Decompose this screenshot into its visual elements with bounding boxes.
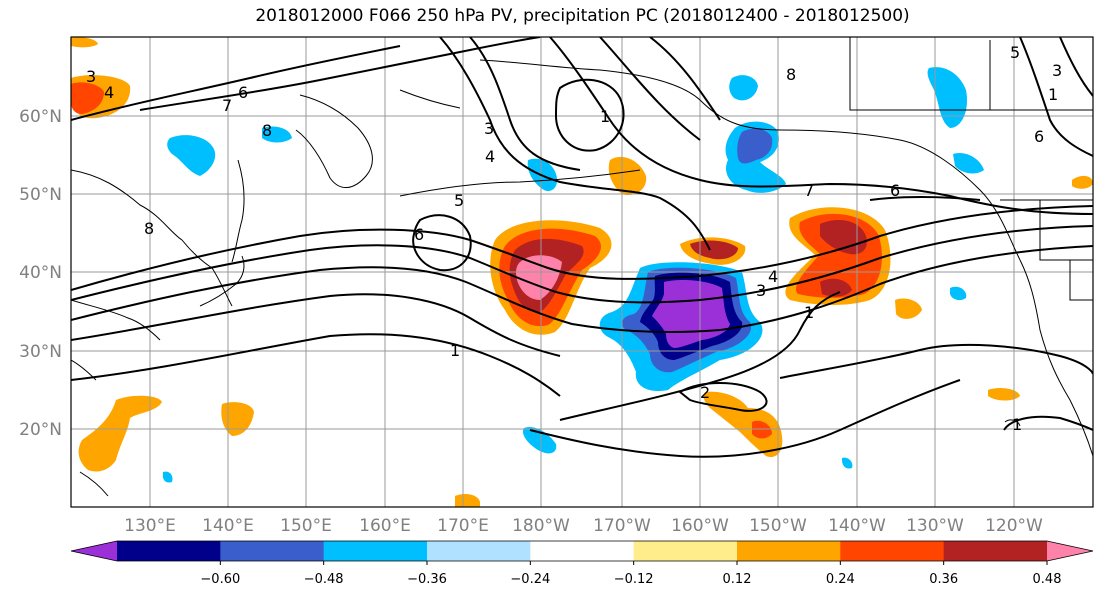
contour-label: 1: [1048, 85, 1058, 104]
colorbar-segments: [117, 541, 1048, 561]
contour-label: 3: [756, 281, 766, 300]
colorbar-segment: [943, 541, 1048, 561]
lon-label: 120°W: [985, 516, 1043, 536]
latitude-labels: 60°N 50°N 40°N 30°N 20°N: [19, 107, 62, 440]
contour-label: 6: [1034, 127, 1044, 146]
contour-label: 5: [454, 191, 464, 210]
colorbar-segment: [220, 541, 325, 561]
lon-label: 150°E: [280, 516, 332, 536]
colorbar-tick-label: 0.48: [1033, 572, 1062, 587]
lon-label: 170°E: [437, 516, 489, 536]
lat-label: 30°N: [19, 342, 62, 362]
colorbar-ticks: −0.60 −0.48 −0.36 −0.24 −0.12 0.12 0.24 0.36 0.4…: [200, 561, 1062, 587]
contour-label: 1: [600, 107, 610, 126]
lon-label: 140°W: [828, 516, 886, 536]
longitude-labels: 130°E 140°E 150°E 160°E 170°E 180°W 170°…: [124, 516, 1043, 536]
lon-label: 140°E: [202, 516, 254, 536]
map-content: 3 4 7 6 8 1 3 4 5 6 1 8 8 7 6 3 4 1 2 1 …: [71, 37, 1093, 507]
contour-label: 4: [104, 83, 114, 102]
lat-label: 40°N: [19, 263, 62, 283]
lon-label: 150°W: [749, 516, 807, 536]
colorbar-outline: [70, 540, 1094, 562]
colorbar-tick-label: 0.12: [723, 572, 752, 587]
colorbar-segment: [117, 541, 221, 561]
colorbar-segment: [840, 541, 945, 561]
contour-label: 6: [414, 225, 424, 244]
contour-label: 7: [804, 181, 814, 200]
lon-label: 160°E: [359, 516, 411, 536]
contour-label: 1: [804, 303, 814, 322]
colorbar-segment: [737, 541, 841, 561]
colorbar-segment: [323, 541, 428, 561]
colorbar-tick-label: −0.24: [510, 572, 550, 587]
colorbar-tick-label: −0.48: [304, 572, 344, 587]
contour-label: 4: [768, 267, 778, 286]
contour-label: 5: [1010, 43, 1020, 62]
contour-labels: 3 4 7 6 8 1 3 4 5 6 1 8 8 7 6 3 4 1 2 1 …: [86, 43, 1062, 434]
colorbar-tick-label: −0.12: [614, 572, 654, 587]
lon-label: 130°E: [124, 516, 176, 536]
lat-label: 60°N: [19, 107, 62, 127]
lat-label: 50°N: [19, 185, 62, 205]
graticule: [71, 37, 1093, 507]
contour-label: 8: [262, 121, 272, 140]
map-title: 2018012000 F066 250 hPa PV, precipitatio…: [255, 6, 910, 26]
colorbar: −0.60 −0.48 −0.36 −0.24 −0.12 0.12 0.24 0.36 0.4…: [70, 540, 1094, 587]
pv-contours: [71, 37, 1093, 458]
contour-label: 3: [1052, 61, 1062, 80]
colorbar-tick-label: −0.36: [407, 572, 447, 587]
coastlines: [71, 37, 1093, 497]
colorbar-tick-label: −0.60: [200, 572, 240, 587]
contour-label: 4: [485, 147, 495, 166]
colorbar-segment: [633, 541, 738, 561]
contour-label: 7: [222, 96, 232, 115]
contour-label: 8: [144, 219, 154, 238]
contour-label: 2: [700, 383, 710, 402]
lon-label: 170°W: [593, 516, 651, 536]
precip-shading: [71, 37, 1093, 507]
contour-label: 1: [1012, 415, 1022, 434]
contour-label: 6: [238, 83, 248, 102]
contour-label: 3: [484, 119, 494, 138]
colorbar-right-extension: [1047, 541, 1093, 561]
lon-label: 160°W: [671, 516, 729, 536]
colorbar-tick-label: 0.24: [826, 572, 855, 587]
map-frame: [70, 36, 1094, 508]
colorbar-segment: [427, 541, 531, 561]
lat-label: 20°N: [19, 420, 62, 440]
contour-label: 6: [890, 181, 900, 200]
colorbar-left-extension: [71, 541, 117, 561]
contour-label: 3: [86, 67, 96, 86]
lon-label: 180°W: [512, 516, 570, 536]
lon-label: 130°W: [906, 516, 964, 536]
contour-label: 1: [450, 341, 460, 360]
colorbar-tick-label: 0.36: [929, 572, 958, 587]
colorbar-segment: [530, 541, 635, 561]
contour-label: 8: [786, 65, 796, 84]
